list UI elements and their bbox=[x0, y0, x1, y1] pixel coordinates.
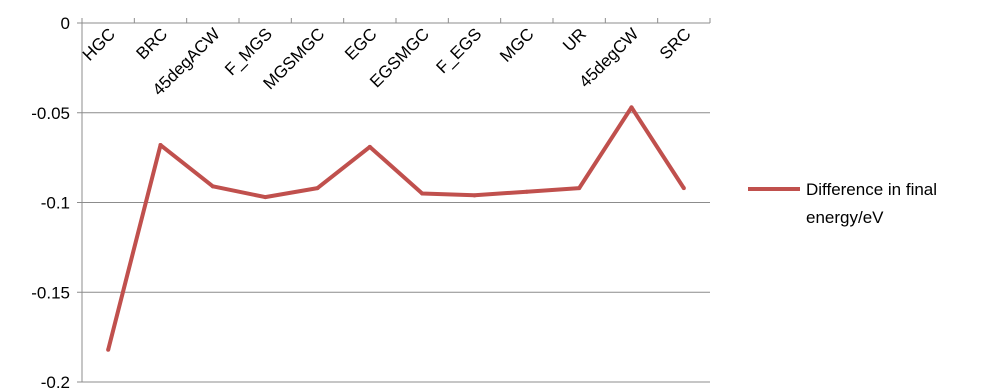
legend-label-line1: Difference in final bbox=[806, 180, 937, 199]
legend-label-line2: energy/eV bbox=[806, 208, 884, 227]
series-line bbox=[106, 105, 686, 351]
y-axis: 0 -0.05 -0.1 -0.15 -0.2 bbox=[31, 14, 83, 392]
y-tick-label: -0.05 bbox=[31, 104, 70, 123]
x-category-label: HGC bbox=[79, 24, 119, 64]
data-point bbox=[577, 186, 582, 191]
data-point bbox=[210, 184, 215, 189]
data-point bbox=[367, 144, 372, 149]
data-point bbox=[524, 189, 529, 194]
legend: Difference in final energy/eV bbox=[748, 180, 937, 227]
series-layer bbox=[106, 105, 686, 352]
x-category-label: UR bbox=[559, 24, 590, 55]
data-point bbox=[681, 186, 686, 191]
y-tick-label: 0 bbox=[61, 14, 70, 33]
x-category-label: MGC bbox=[496, 24, 537, 65]
x-category-label: EGC bbox=[341, 24, 380, 63]
y-tick-label: -0.1 bbox=[41, 194, 70, 213]
data-point bbox=[420, 191, 425, 196]
y-tick-label: -0.2 bbox=[41, 373, 70, 392]
x-category-label: SRC bbox=[656, 24, 695, 63]
data-point bbox=[106, 347, 111, 352]
x-category-label: F_EGS bbox=[432, 24, 485, 77]
data-point bbox=[472, 193, 477, 198]
y-tick-label: -0.15 bbox=[31, 283, 70, 302]
data-point bbox=[158, 143, 163, 148]
data-point bbox=[263, 195, 268, 200]
x-category-label: BRC bbox=[133, 24, 172, 63]
x-axis bbox=[81, 18, 711, 24]
data-point bbox=[315, 186, 320, 191]
gridlines bbox=[82, 112, 710, 383]
data-point bbox=[629, 105, 634, 110]
